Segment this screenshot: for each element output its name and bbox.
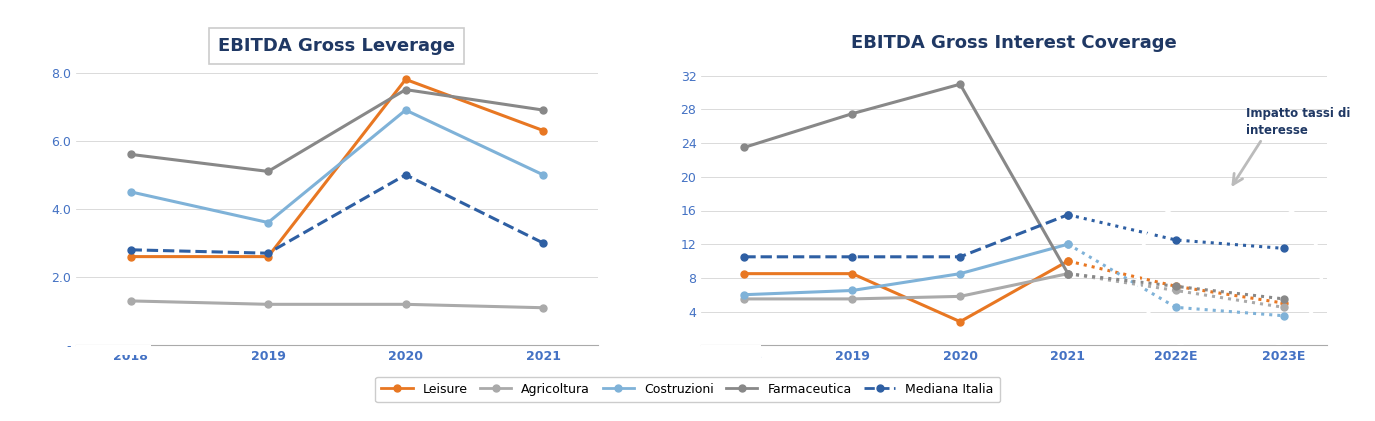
Legend: Leisure, Agricoltura, Costruzioni, Farmaceutica, Mediana Italia: Leisure, Agricoltura, Costruzioni, Farma… [375, 377, 1000, 402]
Title: EBITDA Gross Leverage: EBITDA Gross Leverage [219, 37, 455, 55]
Text: Impatto tassi di
interesse: Impatto tassi di interesse [1246, 107, 1350, 137]
FancyBboxPatch shape [701, 345, 760, 362]
Title: EBITDA Gross Interest Coverage: EBITDA Gross Interest Coverage [851, 34, 1177, 52]
FancyBboxPatch shape [76, 345, 151, 355]
